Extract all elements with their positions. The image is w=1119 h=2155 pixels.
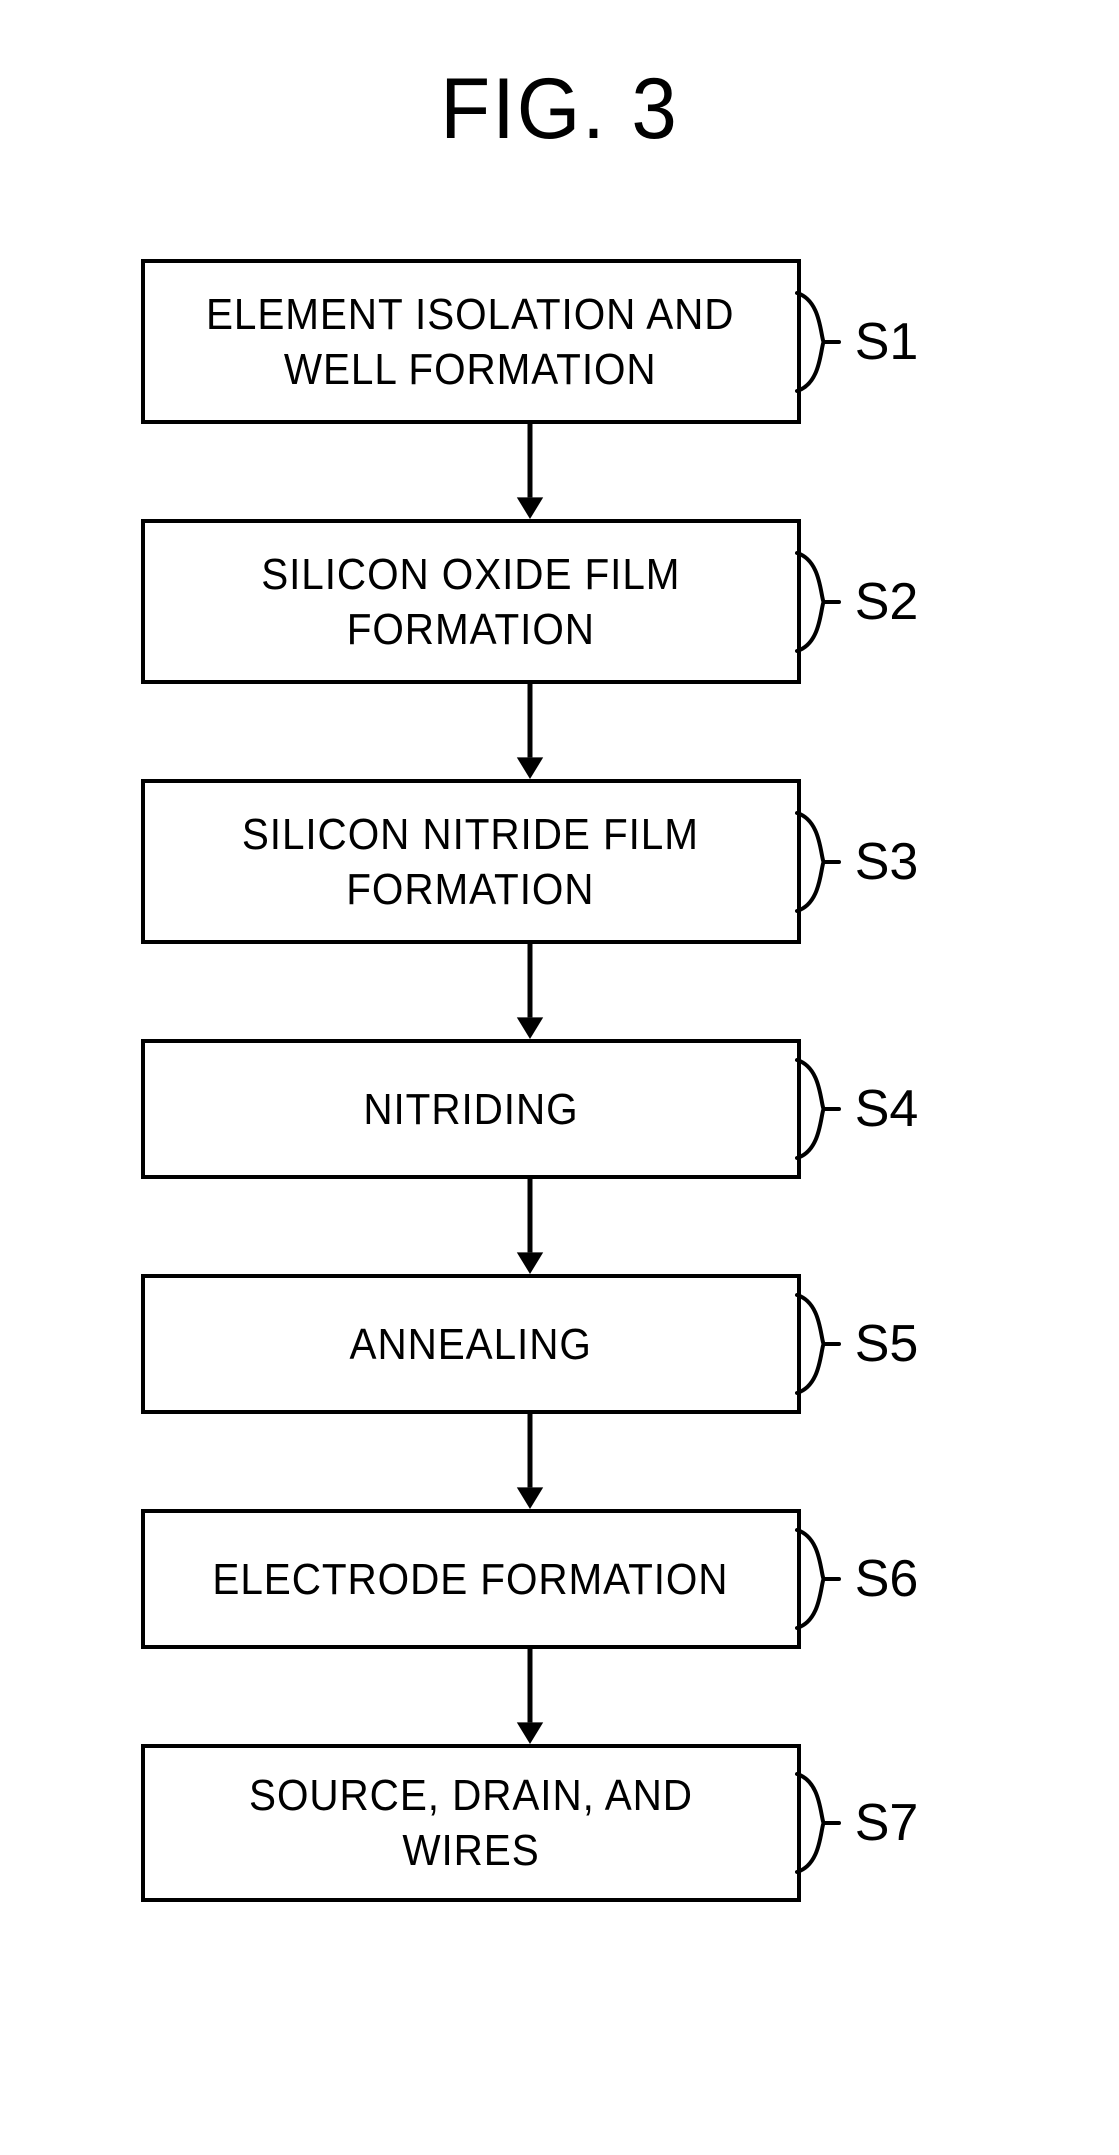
step-row: SOURCE, DRAIN, AND WIRES S7: [141, 1744, 919, 1902]
label-connector: [795, 547, 841, 657]
step-label: S1: [855, 312, 919, 372]
label-connector: [795, 1524, 841, 1634]
step-text: ELEMENT ISOLATION AND WELL FORMATION: [206, 287, 734, 397]
label-connector: [795, 1289, 841, 1399]
step-label: S4: [855, 1079, 919, 1139]
step-box-s3: SILICON NITRIDE FILM FORMATION: [141, 779, 801, 944]
step-label-group: S6: [795, 1524, 919, 1634]
step-row: SILICON NITRIDE FILM FORMATION S3: [141, 779, 919, 944]
step-label-group: S3: [795, 807, 919, 917]
step-label: S5: [855, 1314, 919, 1374]
step-text: SILICON OXIDE FILM FORMATION: [261, 547, 680, 657]
step-row: ELEMENT ISOLATION AND WELL FORMATION S1: [141, 259, 919, 424]
step-row: NITRIDING S4: [141, 1039, 919, 1179]
step-text: SILICON NITRIDE FILM FORMATION: [242, 807, 699, 917]
step-box-s6: ELECTRODE FORMATION: [141, 1509, 801, 1649]
flow-arrow: [506, 684, 554, 779]
label-connector: [795, 1054, 841, 1164]
step-row: ELECTRODE FORMATION S6: [141, 1509, 919, 1649]
step-box-s2: SILICON OXIDE FILM FORMATION: [141, 519, 801, 684]
flowchart: ELEMENT ISOLATION AND WELL FORMATION S1 SI…: [0, 259, 1119, 1902]
step-text: ANNEALING: [350, 1317, 592, 1372]
step-label: S7: [855, 1793, 919, 1853]
flow-arrow: [506, 1179, 554, 1274]
step-label: S3: [855, 832, 919, 892]
flow-arrow: [506, 1649, 554, 1744]
step-label-group: S2: [795, 547, 919, 657]
step-box-s5: ANNEALING: [141, 1274, 801, 1414]
step-box-s4: NITRIDING: [141, 1039, 801, 1179]
step-box-s1: ELEMENT ISOLATION AND WELL FORMATION: [141, 259, 801, 424]
figure-title: FIG. 3: [28, 60, 1091, 159]
flow-arrow: [506, 944, 554, 1039]
step-text: ELECTRODE FORMATION: [213, 1552, 729, 1607]
step-box-s7: SOURCE, DRAIN, AND WIRES: [141, 1744, 801, 1902]
label-connector: [795, 287, 841, 397]
step-row: ANNEALING S5: [141, 1274, 919, 1414]
step-label-group: S7: [795, 1768, 919, 1878]
label-connector: [795, 807, 841, 917]
step-row: SILICON OXIDE FILM FORMATION S2: [141, 519, 919, 684]
step-label-group: S1: [795, 287, 919, 397]
step-label-group: S5: [795, 1289, 919, 1399]
step-label-group: S4: [795, 1054, 919, 1164]
label-connector: [795, 1768, 841, 1878]
flow-arrow: [506, 424, 554, 519]
figure-container: FIG. 3 ELEMENT ISOLATION AND WELL FORMAT…: [0, 0, 1119, 1982]
step-label: S2: [855, 572, 919, 632]
step-text: SOURCE, DRAIN, AND WIRES: [198, 1768, 743, 1878]
step-text: NITRIDING: [363, 1082, 578, 1137]
step-label: S6: [855, 1549, 919, 1609]
flow-arrow: [506, 1414, 554, 1509]
